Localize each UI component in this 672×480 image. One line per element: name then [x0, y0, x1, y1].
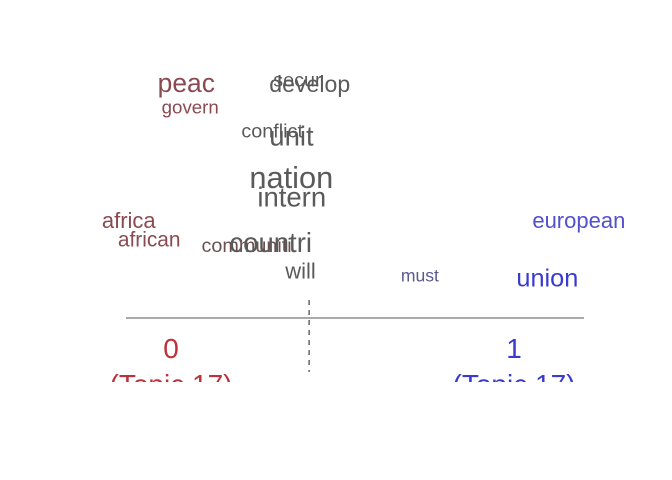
word-nation: nation [249, 160, 333, 195]
tick-label-0: 0 [163, 333, 179, 364]
word-develop: develop [269, 71, 350, 97]
tick-sublabel-0: (Topic 17) [110, 369, 233, 400]
word-communiti: communiti [202, 235, 292, 257]
word-unit: unit [269, 120, 314, 151]
word-will: will [284, 259, 316, 284]
word-secur: secur [273, 70, 322, 92]
word-african: african [118, 229, 181, 252]
tick-label-1: 1 [506, 333, 522, 364]
word-must: must [401, 265, 439, 285]
word-intern: intern [257, 182, 326, 213]
word-european: european [532, 208, 625, 233]
word-africa: africa [102, 208, 157, 233]
word-countri: countri [229, 227, 312, 258]
word-union: union [516, 265, 578, 293]
tick-sublabel-1: (Topic 17) [453, 369, 576, 400]
word-govern: govern [162, 96, 219, 117]
word-peac: peac [158, 68, 215, 98]
word-conflict: conflict [241, 120, 303, 142]
tick-labels: 0 (Topic 17) 1 (Topic 17) [110, 333, 576, 400]
